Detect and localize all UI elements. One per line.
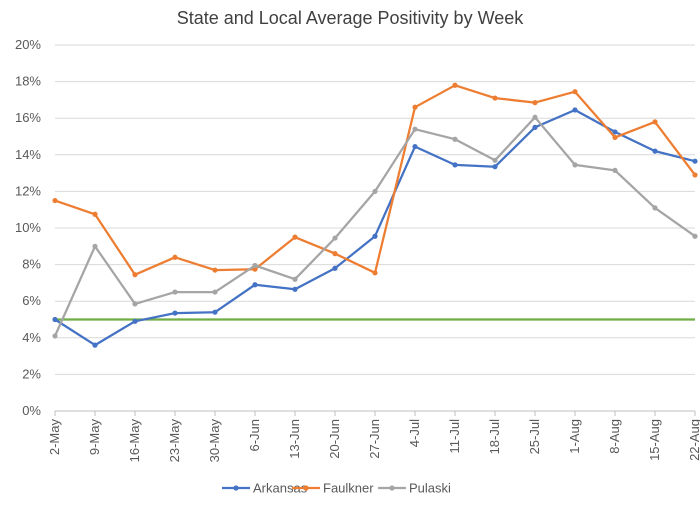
y-tick-label: 2% [22, 366, 41, 381]
data-point-pulaski [252, 262, 258, 269]
data-point-pulaski [692, 233, 698, 239]
data-point-faulkner [92, 211, 98, 217]
data-point-pulaski [172, 289, 178, 295]
x-tick-label: 4-Jul [407, 419, 422, 447]
x-tick-label: 2-May [47, 419, 62, 456]
y-tick-label: 0% [22, 403, 41, 418]
x-tick-label: 8-Aug [607, 419, 622, 454]
legend-label-arkansas: Arkansas [253, 481, 308, 496]
data-point-pulaski [132, 301, 138, 307]
data-point-arkansas [492, 164, 498, 170]
y-tick-label: 16% [15, 110, 41, 125]
data-point-faulkner [172, 254, 178, 260]
data-point-arkansas [412, 143, 418, 150]
y-tick-label: 4% [22, 330, 41, 345]
data-point-faulkner [572, 89, 578, 95]
data-point-pulaski [52, 333, 58, 339]
data-point-arkansas [292, 286, 298, 292]
series-lines [52, 82, 698, 348]
data-point-arkansas [132, 318, 138, 324]
data-point-arkansas [452, 162, 458, 168]
data-point-faulkner [692, 172, 698, 178]
y-tick-label: 18% [15, 74, 41, 89]
y-tick-label: 20% [15, 37, 41, 52]
data-point-faulkner [372, 270, 378, 276]
data-point-arkansas [572, 107, 578, 113]
data-point-arkansas [172, 310, 178, 316]
data-point-faulkner [212, 267, 218, 273]
data-point-arkansas [612, 129, 618, 135]
data-point-arkansas [92, 342, 98, 348]
x-axis: 2-May 9-May 16-May 23-May 30-May 6-Jun 13-Jun 2… [47, 410, 700, 463]
legend-marker-arkansas [233, 485, 239, 491]
data-point-pulaski [212, 289, 218, 295]
x-tick-label: 6-Jun [247, 419, 262, 452]
legend-marker-faulkner [303, 485, 309, 491]
x-tick-label: 16-May [127, 419, 142, 463]
x-tick-label: 18-Jul [487, 419, 502, 455]
data-point-arkansas [372, 233, 378, 239]
x-tick-label: 22-Aug [687, 419, 700, 461]
y-tick-label: 10% [15, 220, 41, 235]
data-point-pulaski [332, 235, 338, 241]
data-point-pulaski [492, 157, 498, 163]
data-point-faulkner [412, 104, 418, 110]
data-point-pulaski [292, 276, 298, 282]
data-point-pulaski [412, 126, 418, 132]
data-point-faulkner [252, 266, 258, 272]
x-tick-label: 11-Jul [447, 419, 462, 454]
data-point-faulkner [612, 134, 618, 141]
data-point-arkansas [652, 148, 658, 154]
data-point-arkansas [692, 158, 698, 164]
data-point-pulaski [452, 136, 458, 142]
x-tick-label: 25-Jul [527, 419, 542, 455]
y-tick-label: 14% [15, 147, 41, 162]
data-point-pulaski [572, 162, 578, 168]
data-point-faulkner [452, 82, 458, 88]
y-tick-label: 6% [22, 293, 41, 308]
data-point-faulkner [132, 272, 138, 278]
legend: Arkansas Faulkner Pulaski [222, 481, 451, 496]
data-point-arkansas [332, 265, 338, 271]
data-point-arkansas [532, 124, 538, 130]
y-tick-label: 8% [22, 257, 41, 272]
data-point-faulkner [332, 251, 338, 257]
legend-label-faulkner: Faulkner [323, 481, 374, 496]
x-tick-label: 27-Jun [367, 419, 382, 459]
data-point-pulaski [372, 188, 378, 194]
x-tick-label: 30-May [207, 419, 222, 463]
x-tick-label: 15-Aug [647, 419, 662, 461]
data-point-faulkner [52, 197, 58, 204]
data-point-arkansas [52, 316, 58, 323]
legend-label-pulaski: Pulaski [409, 481, 451, 496]
x-tick-label: 1-Aug [567, 419, 582, 454]
data-point-faulkner [292, 234, 298, 240]
data-point-faulkner [532, 100, 538, 106]
x-tick-label: 23-May [167, 419, 182, 463]
x-tick-label: 9-May [87, 419, 102, 456]
data-point-pulaski [652, 205, 658, 211]
data-point-arkansas [252, 282, 258, 288]
data-point-faulkner [652, 119, 658, 125]
data-point-pulaski [612, 167, 618, 173]
data-point-pulaski [532, 114, 538, 120]
y-tick-label: 12% [15, 183, 41, 198]
chart-title: State and Local Average Positivity by We… [177, 8, 525, 28]
y-axis: 0% 2% 4% 6% 8% 10% 12% 14% 16% 18% 20% [15, 37, 41, 418]
legend-marker-pulaski [389, 485, 395, 491]
x-tick-label: 13-Jun [287, 419, 302, 459]
data-point-faulkner [492, 95, 498, 101]
data-point-pulaski [92, 243, 98, 249]
data-point-arkansas [212, 309, 218, 315]
x-tick-label: 20-Jun [327, 419, 342, 459]
